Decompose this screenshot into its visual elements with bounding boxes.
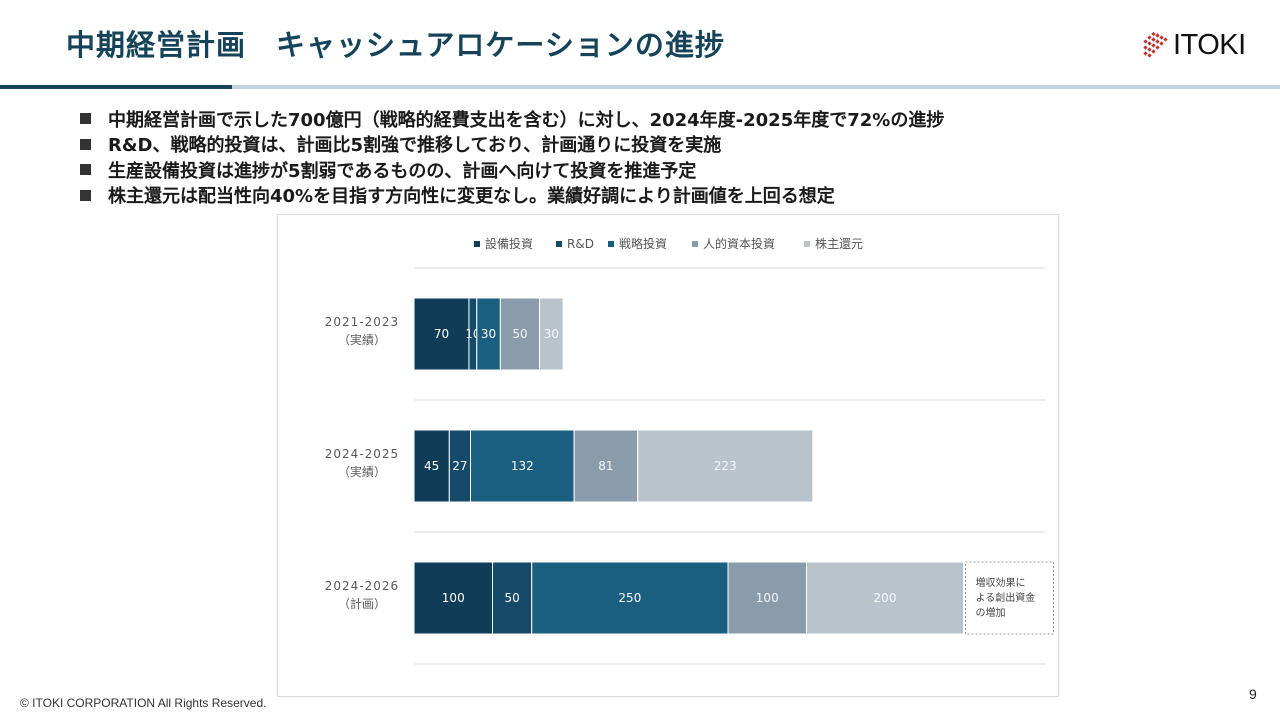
category-label: 2024-2026 bbox=[325, 579, 399, 593]
bullet-item: 生産設備投資は進捗が5割弱であるものの、計画へ向けて投資を推進予定 bbox=[80, 157, 944, 183]
bar-segment bbox=[531, 561, 729, 635]
bar-value-label: 30 bbox=[481, 327, 496, 341]
legend-label: 設備投資 bbox=[485, 236, 533, 251]
bar-segment bbox=[727, 561, 807, 635]
bar-value-label: 50 bbox=[504, 591, 519, 605]
bar-value-label: 100 bbox=[442, 591, 465, 605]
bar-segment bbox=[413, 429, 450, 503]
bar-value-label: 132 bbox=[511, 459, 534, 473]
bar-value-label: 27 bbox=[452, 459, 467, 473]
bar-value-label: 223 bbox=[714, 459, 737, 473]
company-logo: ITOKI bbox=[1143, 28, 1246, 61]
legend-label: 人的資本投資 bbox=[703, 236, 775, 251]
bar-segment bbox=[499, 297, 541, 371]
bar-segment bbox=[573, 429, 639, 503]
legend-label: 戦略投資 bbox=[619, 236, 667, 251]
cash-allocation-chart: 設備投資 R&D 戦略投資 人的資本投資 株主還元 70 10 30 50 30 2021-2023… bbox=[277, 214, 1059, 697]
category-label: 2024-2025 bbox=[325, 447, 399, 461]
header-divider bbox=[0, 85, 1280, 89]
bar-segment bbox=[413, 297, 470, 371]
bullet-list: 中期経営計画で示した700億円（戦略的経費支出を含む）に対し、2024年度-20… bbox=[80, 106, 944, 208]
bar-segment bbox=[806, 561, 964, 635]
bullet-square-icon bbox=[80, 164, 91, 176]
bar-value-label: 70 bbox=[434, 327, 449, 341]
bar-value-label: 250 bbox=[618, 591, 641, 605]
bullet-item: R&D、戦略的投資は、計画比5割強で推移しており、計画通りに投資を実施 bbox=[80, 132, 944, 158]
legend-label: 株主還元 bbox=[815, 236, 863, 251]
annotation-text: の増加 bbox=[976, 606, 1006, 619]
bar-value-label: 50 bbox=[512, 327, 527, 341]
bullet-text: 中期経営計画で示した700億円（戦略的経費支出を含む）に対し、2024年度-20… bbox=[108, 109, 945, 131]
bar-segment bbox=[470, 429, 575, 503]
category-sublabel: （実績） bbox=[338, 464, 386, 479]
annotation-text: 増収効果に bbox=[976, 576, 1026, 589]
legend-swatch bbox=[556, 241, 562, 247]
bullet-square-icon bbox=[80, 113, 91, 125]
bar-value-label: 45 bbox=[424, 459, 439, 473]
bar-value-label: 81 bbox=[598, 459, 613, 473]
category-sublabel: （計画） bbox=[338, 596, 386, 611]
category-sublabel: （実績） bbox=[338, 332, 386, 347]
itoki-mark-icon bbox=[1143, 32, 1168, 58]
page-title: 中期経営計画 キャッシュアロケーションの進捗 bbox=[66, 28, 725, 62]
legend-swatch bbox=[804, 241, 810, 247]
logo-text: ITOKI bbox=[1173, 28, 1246, 61]
bar-segment bbox=[637, 429, 814, 503]
annotation-box bbox=[965, 561, 1054, 635]
copyright-footer: © ITOKI CORPORATION All Rights Reserved. bbox=[20, 696, 267, 710]
bar-segment bbox=[413, 561, 493, 635]
bullet-item: 中期経営計画で示した700億円（戦略的経費支出を含む）に対し、2024年度-20… bbox=[80, 106, 944, 132]
bar-value-label: 200 bbox=[874, 591, 897, 605]
bar-segment bbox=[539, 297, 564, 371]
bullet-text: 株主還元は配当性向40%を目指す方向性に変更なし。業績好調により計画値を上回る想… bbox=[108, 186, 835, 208]
bar-value-label: 30 bbox=[544, 327, 559, 341]
annotation-text: よる創出資金 bbox=[976, 591, 1036, 604]
bar-value-label: 100 bbox=[756, 591, 779, 605]
header-divider-accent bbox=[0, 85, 232, 89]
bullet-item: 株主還元は配当性向40%を目指す方向性に変更なし。業績好調により計画値を上回る想… bbox=[80, 183, 944, 209]
category-label: 2021-2023 bbox=[325, 315, 399, 329]
legend-swatch bbox=[692, 241, 698, 247]
bullet-text: 生産設備投資は進捗が5割弱であるものの、計画へ向けて投資を推進予定 bbox=[108, 160, 697, 182]
bullet-text: R&D、戦略的投資は、計画比5割強で推移しており、計画通りに投資を実施 bbox=[108, 135, 722, 157]
legend-swatch bbox=[608, 241, 614, 247]
bullet-square-icon bbox=[80, 138, 91, 150]
bullet-square-icon bbox=[80, 189, 91, 201]
legend-label: R&D bbox=[567, 237, 594, 251]
page-number: 9 bbox=[1249, 686, 1257, 702]
legend-swatch bbox=[474, 241, 480, 247]
